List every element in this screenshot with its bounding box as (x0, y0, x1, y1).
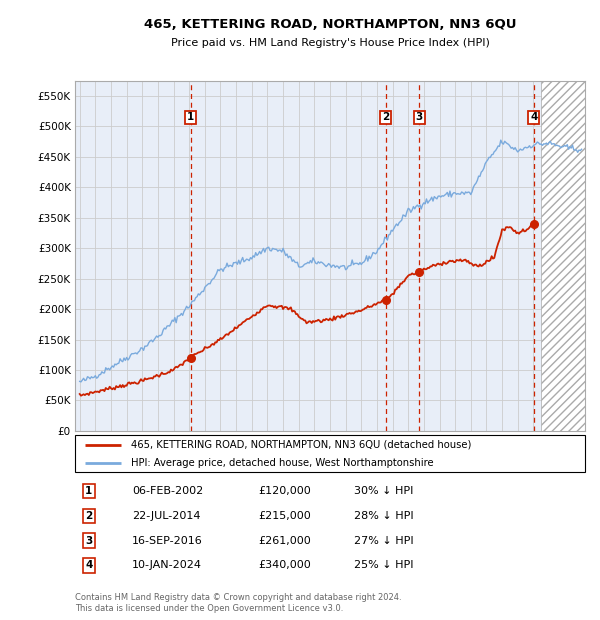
Text: 1: 1 (85, 486, 92, 496)
Text: 10-JAN-2024: 10-JAN-2024 (132, 560, 202, 570)
Text: 27% ↓ HPI: 27% ↓ HPI (354, 536, 413, 546)
Text: 4: 4 (530, 112, 538, 122)
Bar (541, 81, 585, 431)
Text: 2: 2 (382, 112, 389, 122)
Text: 3: 3 (85, 536, 92, 546)
Text: 1: 1 (187, 112, 194, 122)
Text: 16-SEP-2016: 16-SEP-2016 (132, 536, 203, 546)
Text: 3: 3 (416, 112, 423, 122)
Text: Price paid vs. HM Land Registry's House Price Index (HPI): Price paid vs. HM Land Registry's House … (170, 38, 490, 48)
Text: £215,000: £215,000 (258, 511, 311, 521)
Text: £120,000: £120,000 (258, 486, 311, 496)
Text: 30% ↓ HPI: 30% ↓ HPI (354, 486, 413, 496)
Text: 465, KETTERING ROAD, NORTHAMPTON, NN3 6QU (detached house): 465, KETTERING ROAD, NORTHAMPTON, NN3 6Q… (131, 440, 472, 450)
Text: 25% ↓ HPI: 25% ↓ HPI (354, 560, 413, 570)
Text: 2: 2 (85, 511, 92, 521)
Text: 4: 4 (85, 560, 92, 570)
Text: £261,000: £261,000 (258, 536, 311, 546)
Text: Contains HM Land Registry data © Crown copyright and database right 2024.
This d: Contains HM Land Registry data © Crown c… (75, 593, 401, 613)
Text: 465, KETTERING ROAD, NORTHAMPTON, NN3 6QU: 465, KETTERING ROAD, NORTHAMPTON, NN3 6Q… (144, 19, 516, 31)
Text: 22-JUL-2014: 22-JUL-2014 (132, 511, 200, 521)
Text: 28% ↓ HPI: 28% ↓ HPI (354, 511, 413, 521)
Text: 06-FEB-2002: 06-FEB-2002 (132, 486, 203, 496)
Text: £340,000: £340,000 (258, 560, 311, 570)
Text: HPI: Average price, detached house, West Northamptonshire: HPI: Average price, detached house, West… (131, 458, 434, 467)
